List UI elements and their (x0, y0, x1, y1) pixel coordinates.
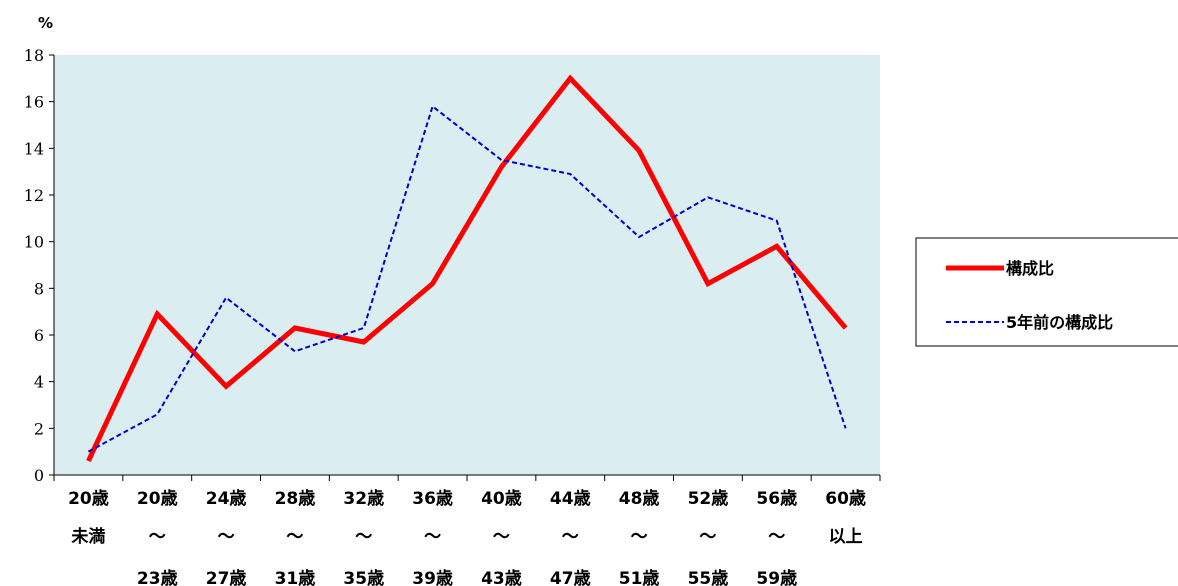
x-category-label: 51歳 (619, 568, 660, 586)
x-category-label: 〜 (699, 527, 716, 547)
y-tick-label: 4 (34, 373, 44, 392)
x-category-label: 20歳 (68, 488, 109, 509)
x-category-label: 47歳 (550, 568, 591, 586)
legend-label: 構成比 (1006, 259, 1054, 278)
y-tick-label: 18 (24, 46, 44, 65)
y-tick-label: 14 (24, 139, 44, 158)
x-category-label: 31歳 (275, 568, 316, 586)
x-category-label: 23歳 (137, 568, 178, 586)
series-line-previous (87, 104, 847, 453)
y-tick-label: 0 (34, 466, 44, 485)
x-category-label: 〜 (218, 527, 235, 547)
y-tick-label: 6 (34, 326, 44, 345)
plot-area (54, 55, 880, 475)
x-category-label: 〜 (768, 527, 785, 547)
x-category-label: 〜 (286, 527, 303, 547)
x-category-label: 28歳 (275, 488, 316, 509)
y-tick-label: 12 (24, 186, 44, 205)
y-axis-unit-label: % (38, 14, 53, 32)
series-layer (86, 74, 848, 463)
x-category-label: 43歳 (481, 568, 522, 586)
x-category-label: 44歳 (550, 488, 591, 509)
legend-label: 5年前の構成比 (1006, 313, 1113, 332)
x-category-label: 〜 (493, 527, 510, 547)
x-category-label: 36歳 (412, 488, 453, 509)
x-category-label: 52歳 (688, 488, 729, 509)
y-tick-label: 10 (24, 233, 44, 252)
x-category-label: 55歳 (688, 568, 729, 586)
y-axis: 0 2 4 6 8 10 12 14 16 18 (24, 46, 55, 485)
x-category-label: 32歳 (343, 488, 384, 509)
x-category-label: 〜 (355, 527, 372, 547)
legend-box (915, 237, 1178, 347)
y-tick-label: 16 (24, 93, 44, 112)
x-category-label: 35歳 (343, 568, 384, 586)
x-category-label: 〜 (631, 527, 648, 547)
x-category-label: 未満 (70, 526, 105, 547)
x-category-label: 56歳 (756, 488, 797, 509)
x-category-label: 59歳 (756, 568, 797, 586)
x-category-label: 40歳 (481, 488, 522, 509)
x-category-label: 〜 (562, 527, 579, 547)
x-category-label: 60歳 (825, 488, 866, 509)
series-line-current (86, 74, 848, 463)
x-category-label: 27歳 (206, 568, 247, 586)
x-category-label: 24歳 (206, 488, 247, 509)
x-category-label: 〜 (424, 527, 441, 547)
y-tick-label: 8 (34, 279, 44, 298)
x-category-label: 〜 (149, 527, 166, 547)
x-category-label: 以上 (829, 527, 863, 547)
y-tick-label: 2 (34, 419, 44, 438)
x-category-label: 48歳 (619, 488, 660, 509)
x-category-label: 39歳 (412, 568, 453, 586)
x-category-label: 20歳 (137, 488, 178, 509)
legend: 構成比 5年前の構成比 (915, 237, 1178, 347)
